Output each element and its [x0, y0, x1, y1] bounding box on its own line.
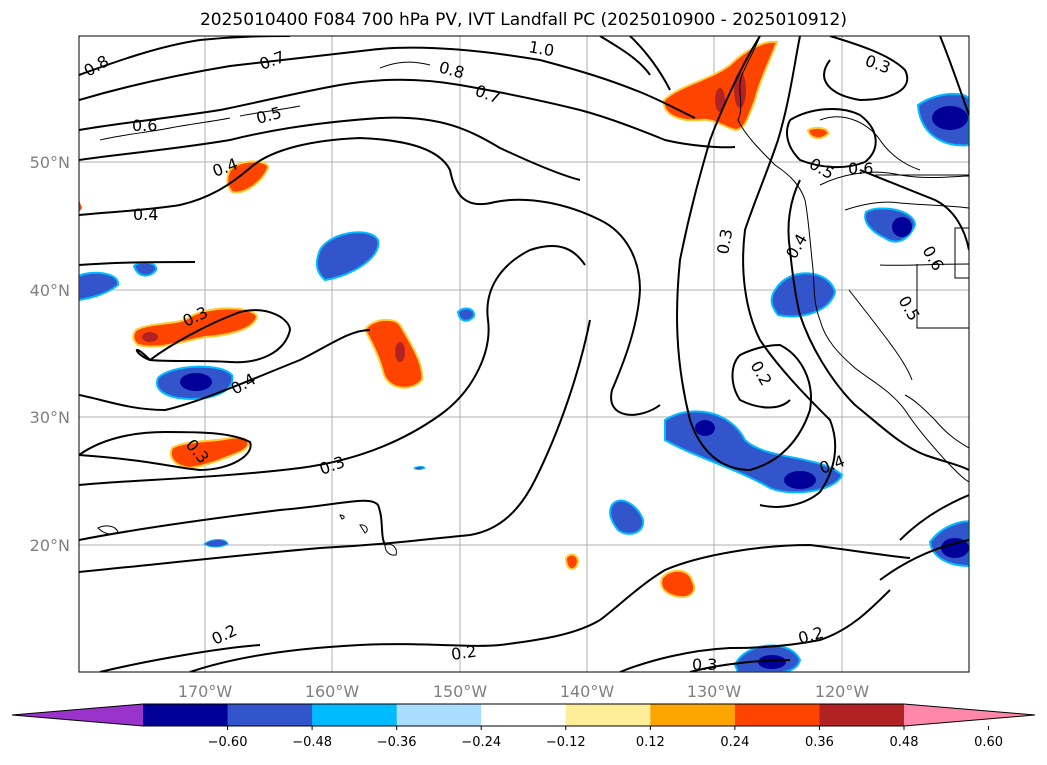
contour-label: 0.6 — [848, 159, 873, 178]
negative-pc-areas — [79, 92, 969, 672]
colorbar-tick-label: −0.48 — [292, 735, 332, 750]
coastlines — [97, 36, 969, 556]
colorbar-bin — [396, 704, 482, 726]
colorbar-bin — [734, 704, 820, 726]
colorbar-tick-label: 0.60 — [974, 735, 1003, 750]
colorbar-bin — [819, 704, 905, 726]
map-frame — [78, 35, 970, 673]
lon-label-130w: 130°W — [687, 682, 742, 701]
colorbar-tick-label: −0.24 — [461, 735, 501, 750]
lon-label-120w: 120°W — [815, 682, 870, 701]
colorbar-tick-label: −0.36 — [377, 735, 417, 750]
contour-label: 0.2 — [450, 642, 478, 664]
lon-label-170w: 170°W — [178, 682, 233, 701]
colorbar-tick-label: −0.12 — [546, 735, 586, 750]
colorbar-tick-label: −0.60 — [208, 735, 248, 750]
colorbar-bin — [312, 704, 398, 726]
lon-label-140w: 140°W — [560, 682, 615, 701]
colorbar-tick-label: 0.24 — [720, 735, 749, 750]
gridlines — [79, 36, 969, 672]
map-panel: 0.8 0.7 0.8 0.7 1.0 0.3 0.6 0.5 0.4 0.4 … — [78, 35, 970, 674]
contour-label: 0.3 — [713, 227, 736, 255]
latitude-labels: 50°N 40°N 30°N 20°N — [30, 153, 70, 555]
map-title: 2025010400 F084 700 hPa PV, IVT Landfall… — [199, 10, 847, 30]
lat-label-50n: 50°N — [30, 153, 70, 172]
colorbar-tick-label: 0.36 — [805, 735, 834, 750]
colorbar-extend-low — [12, 704, 143, 726]
colorbar-bin — [565, 704, 651, 726]
colorbar-bin — [481, 704, 567, 726]
contour-label: 0.4 — [133, 205, 158, 224]
colorbar-tick-label: 0.48 — [890, 735, 919, 750]
colorbar: −0.60 −0.48 −0.36 −0.24 −0.12 0.12 0.24 0.36 0.4… — [11, 703, 1036, 750]
colorbar-bin — [227, 704, 313, 726]
contour-label: 0.3 — [692, 655, 717, 674]
colorbar-tick-label: 0.12 — [636, 735, 665, 750]
lon-label-150w: 150°W — [433, 682, 488, 701]
pv-contours — [79, 36, 969, 672]
colorbar-outline — [11, 703, 1036, 727]
lat-label-30n: 30°N — [30, 408, 70, 427]
colorbar-extend-high — [904, 704, 1035, 726]
lat-label-40n: 40°N — [30, 281, 70, 300]
contour-label: 1.0 — [527, 37, 555, 60]
lon-label-160w: 160°W — [305, 682, 360, 701]
contour-label: 0.6 — [132, 116, 157, 135]
longitude-labels: 170°W 160°W 150°W 140°W 130°W 120°W — [178, 682, 870, 701]
colorbar-bin — [650, 704, 736, 726]
colorbar-bin — [143, 704, 229, 726]
lat-label-20n: 20°N — [30, 536, 70, 555]
